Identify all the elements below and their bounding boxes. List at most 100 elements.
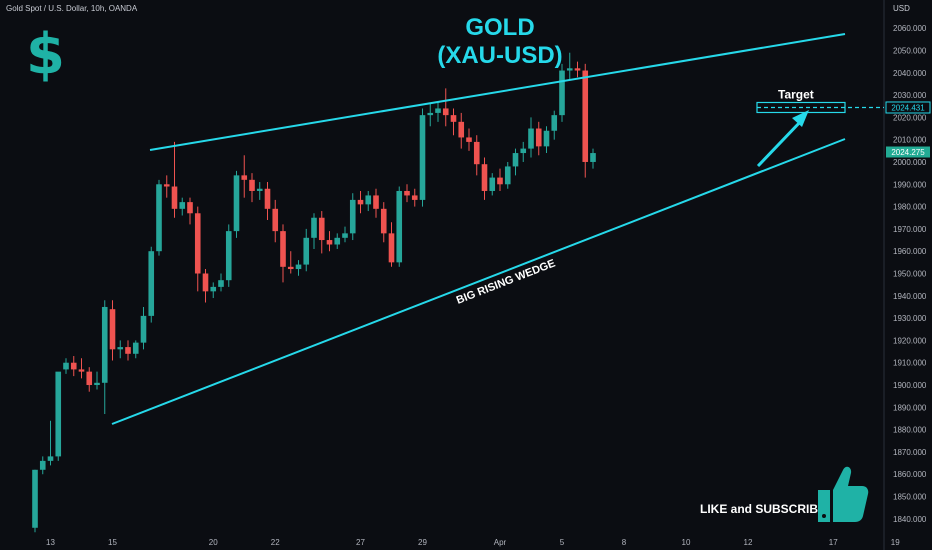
candle-body — [280, 231, 286, 267]
candle-body — [349, 199, 356, 234]
y-tick-label: 1910.000 — [893, 359, 927, 368]
candle-body — [497, 177, 503, 185]
candle-body — [427, 112, 434, 116]
x-tick-label: Apr — [494, 538, 507, 547]
y-tick-label: 2060.000 — [893, 24, 927, 33]
candle-body — [574, 68, 581, 71]
y-tick-label: 2050.000 — [893, 46, 927, 55]
candle-body — [272, 208, 279, 232]
candle-body — [287, 266, 294, 270]
wedge-upper-line — [149, 33, 846, 151]
y-tick-label: 1950.000 — [893, 270, 927, 279]
candle-body — [458, 121, 465, 138]
candle-body — [380, 208, 387, 234]
target-label: Target — [778, 87, 814, 101]
y-tick-label: 1940.000 — [893, 292, 927, 301]
candle-body — [512, 153, 519, 167]
y-tick-label: 2020.000 — [893, 113, 927, 122]
currency-label: USD — [893, 4, 910, 13]
candle-body — [233, 175, 240, 232]
candle-body — [179, 202, 186, 209]
candle-body — [466, 137, 472, 142]
candle-body — [551, 115, 558, 131]
candle-body — [32, 469, 38, 528]
candle-body — [218, 280, 224, 287]
candle-body — [404, 190, 410, 196]
candle-body — [63, 362, 69, 370]
candle-body — [39, 460, 46, 470]
target-arrow-head — [792, 110, 809, 127]
candle-body — [156, 184, 162, 252]
y-tick-label: 1890.000 — [893, 403, 927, 412]
candle-body — [125, 347, 131, 354]
candle-body — [326, 240, 333, 245]
dollar-sign-icon: $ — [26, 22, 65, 87]
candle-body — [435, 108, 441, 113]
wedge-label: BIG RISING WEDGE — [455, 257, 557, 306]
candle-body — [481, 164, 488, 191]
candle-body — [442, 108, 449, 116]
candle-body — [187, 202, 193, 214]
x-tick-label: 22 — [271, 538, 280, 547]
candle-body — [373, 195, 379, 209]
chart-title: GOLD (XAU-USD) — [300, 14, 700, 70]
y-tick-label: 1870.000 — [893, 448, 927, 457]
candle-body — [94, 382, 100, 386]
y-tick-label: 1920.000 — [893, 336, 927, 345]
y-tick-label: 1850.000 — [893, 493, 927, 502]
candle-body — [411, 195, 418, 200]
x-tick-label: 29 — [418, 538, 427, 547]
candle-body — [566, 68, 573, 71]
candle-body — [342, 233, 348, 238]
x-tick-label: 10 — [682, 538, 691, 547]
price-tag-current — [886, 146, 930, 158]
wedge-lower-line — [111, 138, 846, 425]
candle-body — [303, 237, 310, 265]
y-tick-label: 2040.000 — [893, 69, 927, 78]
candle-body — [388, 233, 395, 263]
candle-body — [55, 371, 62, 457]
y-tick-label: 1880.000 — [893, 426, 927, 435]
y-tick-label: 2030.000 — [893, 91, 927, 100]
candle-body — [70, 362, 77, 370]
candle-body — [210, 286, 217, 292]
x-tick-label: 5 — [560, 538, 565, 547]
x-tick-label: 8 — [622, 538, 627, 547]
y-tick-label: 2010.000 — [893, 136, 927, 145]
candle-body — [109, 309, 116, 350]
y-tick-label: 1970.000 — [893, 225, 927, 234]
candle-body — [504, 166, 511, 185]
like-subscribe-text: LIKE and SUBSCRIBE — [700, 502, 827, 516]
candle-body — [559, 70, 565, 116]
candle-body — [450, 115, 457, 122]
candle-body — [78, 369, 85, 372]
price-tag-target — [885, 101, 931, 114]
candle-body — [520, 148, 527, 154]
candle-body — [528, 128, 534, 149]
y-tick-label: 1840.000 — [893, 515, 927, 524]
candle-body — [140, 315, 147, 343]
candle-body — [334, 237, 341, 245]
candle-body — [419, 115, 426, 200]
candle-body — [148, 251, 155, 316]
y-tick-label: 1990.000 — [893, 180, 927, 189]
chart-header: Gold Spot / U.S. Dollar, 10h, OANDA — [6, 4, 138, 13]
candle-body — [357, 199, 364, 205]
x-tick-label: 27 — [356, 538, 365, 547]
candle-body — [47, 456, 54, 461]
y-tick-label: 1860.000 — [893, 470, 927, 479]
x-tick-label: 20 — [209, 538, 218, 547]
candle-body — [225, 231, 232, 281]
candle-body — [489, 177, 496, 191]
candle-body — [543, 130, 550, 147]
x-tick-label: 19 — [891, 538, 900, 547]
candle-body — [535, 128, 542, 147]
candle-body — [256, 188, 263, 191]
candle-body — [132, 342, 139, 354]
target-arrow-shaft — [756, 118, 804, 168]
candle-body — [264, 188, 271, 209]
x-tick-label: 13 — [46, 538, 55, 547]
candle-body — [249, 179, 255, 191]
candle-body — [311, 217, 317, 238]
